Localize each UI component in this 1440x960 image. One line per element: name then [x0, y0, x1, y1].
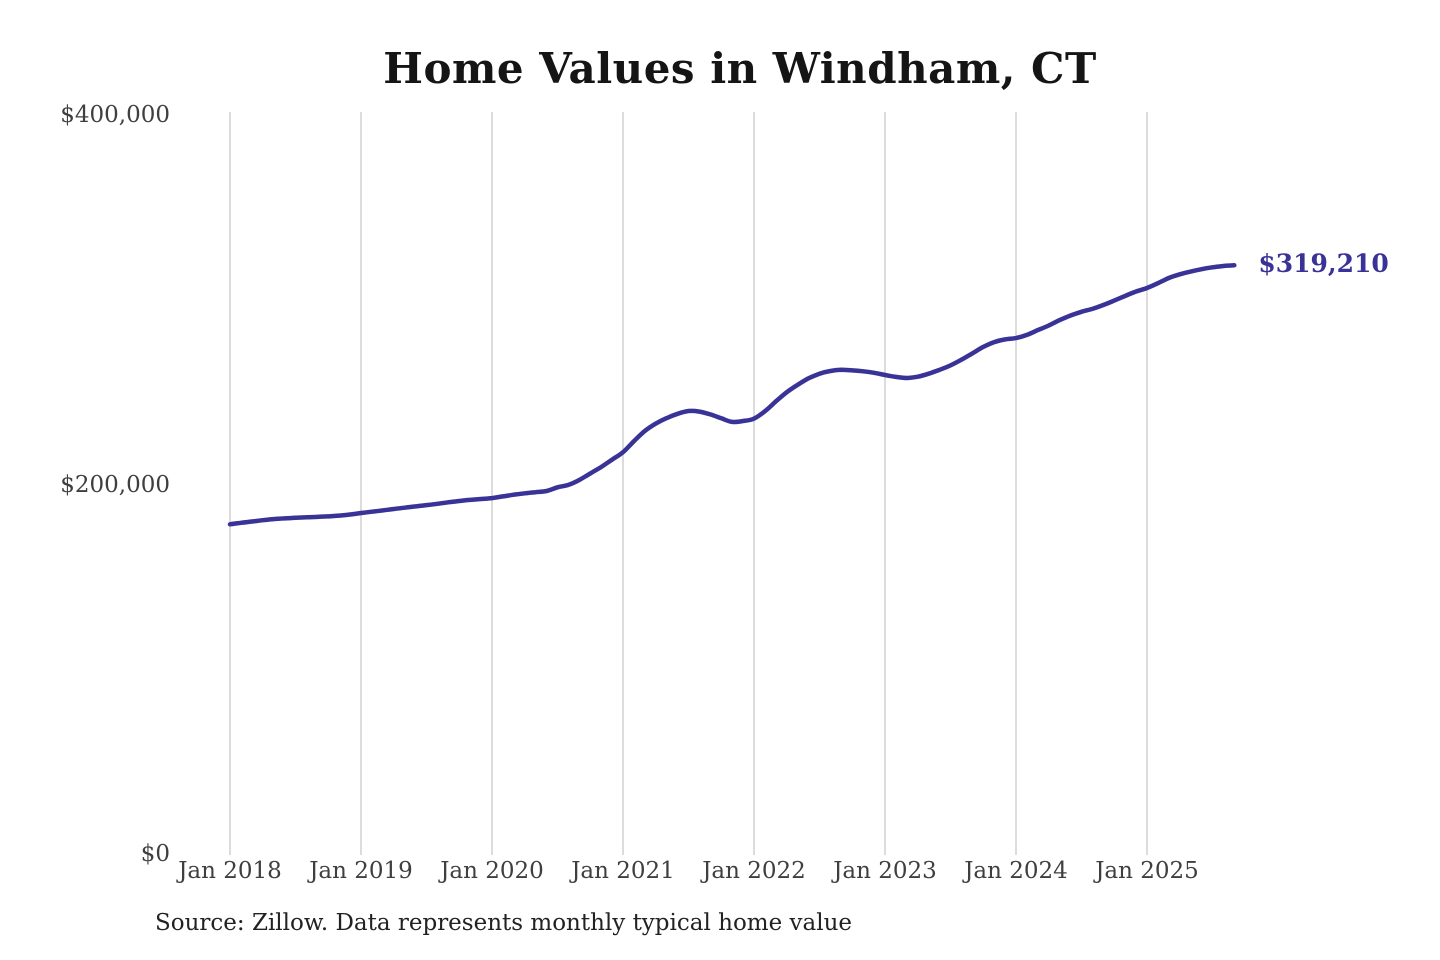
- chart-title: Home Values in Windham, CT: [383, 44, 1097, 93]
- x-axis-tick-label: Jan 2021: [571, 858, 675, 884]
- y-axis-tick-label: $200,000: [60, 471, 170, 498]
- x-axis-tick-label: Jan 2025: [1095, 858, 1199, 884]
- x-axis-tick-label: Jan 2023: [833, 858, 937, 884]
- x-axis-tick-label: Jan 2018: [178, 858, 282, 884]
- x-axis-tick-label: Jan 2020: [440, 858, 544, 884]
- y-axis-tick-label: $400,000: [60, 102, 170, 128]
- x-axis-tick-label: Jan 2019: [309, 858, 413, 884]
- x-axis-tick-label: Jan 2022: [702, 858, 806, 884]
- latest-value-label: $319,210: [1258, 249, 1389, 279]
- y-axis-tick-label: $0: [140, 841, 170, 867]
- source-note: Source: Zillow. Data represents monthly …: [155, 910, 853, 936]
- x-axis-tick-label: Jan 2024: [964, 858, 1068, 884]
- home-value-trend-line: [227, 263, 1237, 527]
